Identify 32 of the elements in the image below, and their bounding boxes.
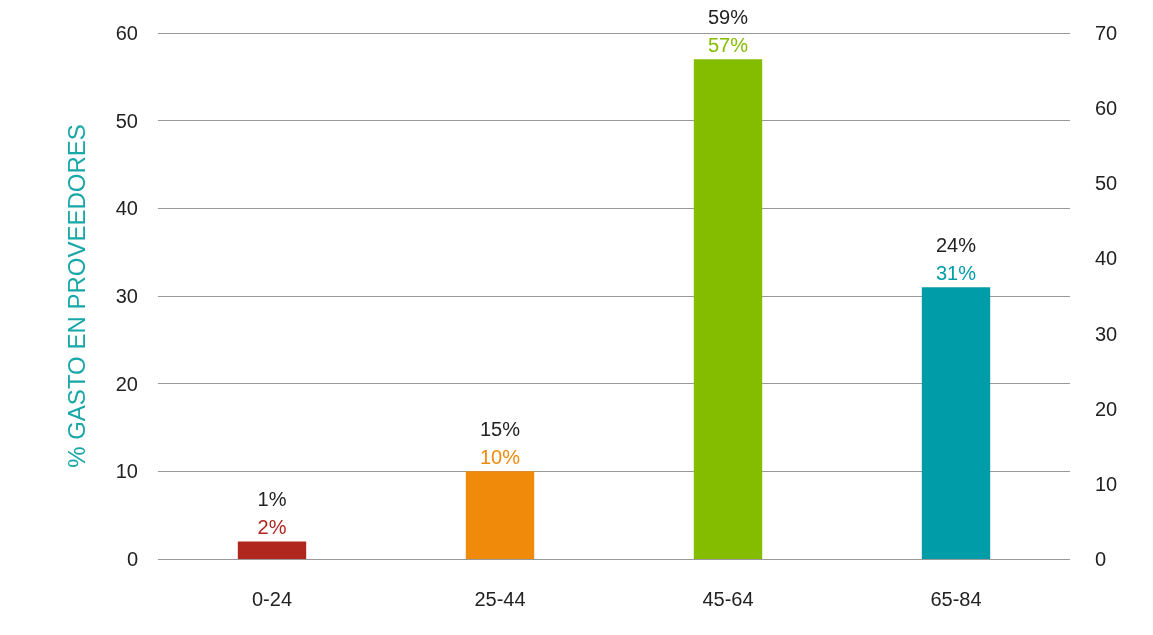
y2-tick-label: 40 [1095, 247, 1118, 270]
y2-tick-label: 50 [1095, 172, 1118, 195]
y2-tick-label: 20 [1095, 397, 1118, 420]
data-label: 57% [707, 34, 749, 57]
bar [693, 59, 763, 559]
y2-tick-label: 0 [1095, 548, 1107, 570]
y-axis-title: % GASTO EN PROVEEDORES [62, 124, 90, 468]
y2-tick-label: 60 [1095, 97, 1118, 120]
y-tick-label: 20 [115, 372, 138, 395]
data-label: 31% [935, 262, 977, 285]
data-label: 2% [257, 516, 287, 539]
bar [921, 287, 991, 559]
y2-tick-label: 70 [1095, 22, 1118, 44]
x-tick-label: 25-44 [474, 588, 526, 610]
y-tick-label: 60 [115, 22, 138, 44]
text: 59% [707, 6, 749, 29]
bar [465, 471, 535, 559]
x-tick-label: 65-84 [930, 588, 982, 610]
annotation: 24% [935, 234, 977, 257]
annotation: 1% [257, 488, 287, 511]
bar [237, 541, 307, 559]
y2-tick-label: 30 [1095, 322, 1118, 345]
y-tick-label: 40 [115, 197, 138, 220]
y-tick-label: 10 [115, 460, 138, 483]
y2-tick-label: 10 [1095, 472, 1118, 495]
y-tick-label: 30 [115, 285, 138, 307]
x-tick-label: 45-64 [702, 588, 754, 610]
y-tick-label: 50 [115, 109, 138, 132]
annotation: 15% [479, 418, 521, 441]
y-tick-label: 0 [126, 548, 138, 570]
data-label: 10% [479, 446, 521, 469]
x-tick-label: 0-24 [251, 588, 293, 610]
